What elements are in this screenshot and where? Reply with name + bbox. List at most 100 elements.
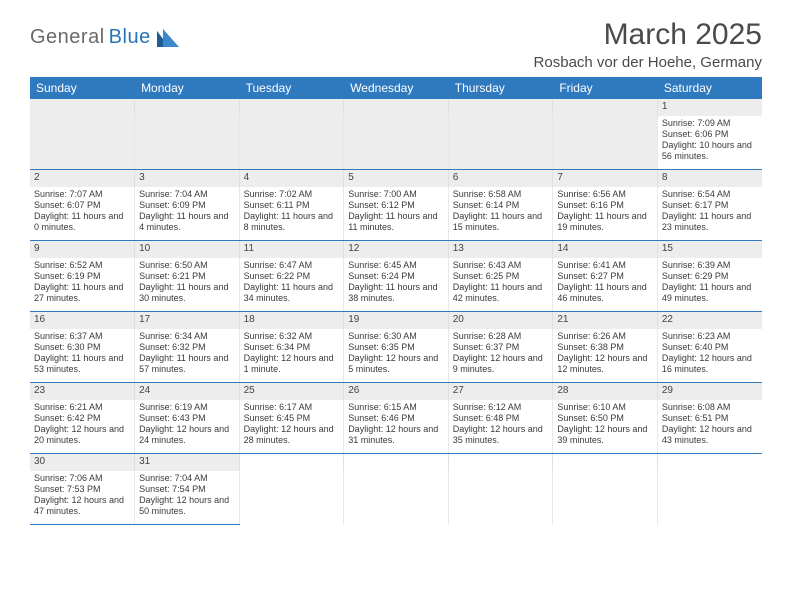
day-detail-cell: Sunrise: 6:37 AMSunset: 6:30 PMDaylight:… bbox=[30, 329, 135, 383]
sunset-text: Sunset: 6:50 PM bbox=[557, 413, 653, 424]
sunset-text: Sunset: 6:06 PM bbox=[662, 129, 758, 140]
day-number-cell: 26 bbox=[344, 383, 449, 400]
daylight-text: Daylight: 11 hours and 23 minutes. bbox=[662, 211, 758, 234]
day-detail-cell bbox=[239, 471, 344, 525]
day-detail-cell: Sunrise: 6:26 AMSunset: 6:38 PMDaylight:… bbox=[553, 329, 658, 383]
sunrise-text: Sunrise: 7:04 AM bbox=[139, 189, 235, 200]
day-number-cell bbox=[135, 99, 240, 116]
day-number-cell bbox=[657, 454, 762, 471]
sunset-text: Sunset: 6:48 PM bbox=[453, 413, 549, 424]
day-number-cell: 19 bbox=[344, 312, 449, 329]
sunrise-text: Sunrise: 6:23 AM bbox=[662, 331, 758, 342]
day-number-cell bbox=[553, 99, 658, 116]
day-number-cell: 23 bbox=[30, 383, 135, 400]
daylight-text: Daylight: 10 hours and 56 minutes. bbox=[662, 140, 758, 163]
day-detail-cell bbox=[448, 116, 553, 170]
logo-text-gray: General bbox=[30, 26, 105, 49]
title-block: March 2025 Rosbach vor der Hoehe, German… bbox=[534, 18, 762, 71]
day-detail-cell: Sunrise: 6:08 AMSunset: 6:51 PMDaylight:… bbox=[657, 400, 762, 454]
sunset-text: Sunset: 7:53 PM bbox=[34, 484, 130, 495]
calendar-table: Sunday Monday Tuesday Wednesday Thursday… bbox=[30, 77, 762, 525]
daylight-text: Daylight: 12 hours and 35 minutes. bbox=[453, 424, 549, 447]
day-number-cell: 29 bbox=[657, 383, 762, 400]
day-header: Tuesday bbox=[239, 77, 344, 99]
day-number-cell bbox=[344, 454, 449, 471]
day-number-cell: 24 bbox=[135, 383, 240, 400]
daylight-text: Daylight: 11 hours and 42 minutes. bbox=[453, 282, 549, 305]
day-number-cell: 9 bbox=[30, 241, 135, 258]
daylight-text: Daylight: 11 hours and 11 minutes. bbox=[348, 211, 444, 234]
day-detail-cell: Sunrise: 6:43 AMSunset: 6:25 PMDaylight:… bbox=[448, 258, 553, 312]
day-number-cell bbox=[239, 99, 344, 116]
day-detail-row: Sunrise: 6:21 AMSunset: 6:42 PMDaylight:… bbox=[30, 400, 762, 454]
day-detail-cell: Sunrise: 6:52 AMSunset: 6:19 PMDaylight:… bbox=[30, 258, 135, 312]
location: Rosbach vor der Hoehe, Germany bbox=[534, 54, 762, 71]
daylight-text: Daylight: 11 hours and 30 minutes. bbox=[139, 282, 235, 305]
sunrise-text: Sunrise: 6:52 AM bbox=[34, 260, 130, 271]
day-number-row: 3031 bbox=[30, 454, 762, 471]
day-number-cell: 6 bbox=[448, 170, 553, 187]
sunrise-text: Sunrise: 7:02 AM bbox=[244, 189, 340, 200]
sunset-text: Sunset: 6:07 PM bbox=[34, 200, 130, 211]
month-title: March 2025 bbox=[534, 18, 762, 52]
day-detail-cell: Sunrise: 6:39 AMSunset: 6:29 PMDaylight:… bbox=[657, 258, 762, 312]
day-detail-row: Sunrise: 7:06 AMSunset: 7:53 PMDaylight:… bbox=[30, 471, 762, 525]
day-detail-row: Sunrise: 6:52 AMSunset: 6:19 PM Daylight:… bbox=[30, 258, 762, 312]
day-detail-cell bbox=[239, 116, 344, 170]
day-detail-cell: Sunrise: 6:23 AMSunset: 6:40 PMDaylight:… bbox=[657, 329, 762, 383]
daylight-text: Daylight: 11 hours and 46 minutes. bbox=[557, 282, 653, 305]
day-number-cell: 13 bbox=[448, 241, 553, 258]
sunrise-text: Sunrise: 7:06 AM bbox=[34, 473, 130, 484]
day-number-row: 1 bbox=[30, 99, 762, 116]
day-detail-cell: Sunrise: 6:21 AMSunset: 6:42 PMDaylight:… bbox=[30, 400, 135, 454]
day-detail-cell: Sunrise: 6:45 AMSunset: 6:24 PMDaylight:… bbox=[344, 258, 449, 312]
sunset-text: Sunset: 6:42 PM bbox=[34, 413, 130, 424]
sunrise-text: Sunrise: 6:56 AM bbox=[557, 189, 653, 200]
daylight-text: Daylight: 11 hours and 8 minutes. bbox=[244, 211, 340, 234]
sunset-text: Sunset: 6:35 PM bbox=[348, 342, 444, 353]
sunrise-text: Sunrise: 6:21 AM bbox=[34, 402, 130, 413]
sunset-text: Sunset: 6:14 PM bbox=[453, 200, 549, 211]
day-number-cell: 5 bbox=[344, 170, 449, 187]
day-detail-cell bbox=[344, 471, 449, 525]
sunset-text: Sunset: 6:19 PM bbox=[34, 271, 130, 282]
day-header-row: Sunday Monday Tuesday Wednesday Thursday… bbox=[30, 77, 762, 99]
daylight-text: Daylight: 12 hours and 9 minutes. bbox=[453, 353, 549, 376]
day-number-cell bbox=[30, 99, 135, 116]
daylight-text: Daylight: 12 hours and 20 minutes. bbox=[34, 424, 130, 447]
day-detail-cell: Sunrise: 6:54 AMSunset: 6:17 PMDaylight:… bbox=[657, 187, 762, 241]
day-detail-cell bbox=[30, 116, 135, 170]
daylight-text: Daylight: 12 hours and 12 minutes. bbox=[557, 353, 653, 376]
sunrise-text: Sunrise: 6:47 AM bbox=[244, 260, 340, 271]
day-number-cell bbox=[344, 99, 449, 116]
day-detail-cell: Sunrise: 6:19 AMSunset: 6:43 PMDaylight:… bbox=[135, 400, 240, 454]
sunset-text: Sunset: 6:40 PM bbox=[662, 342, 758, 353]
day-detail-cell: Sunrise: 6:30 AMSunset: 6:35 PMDaylight:… bbox=[344, 329, 449, 383]
day-detail-cell: Sunrise: 6:58 AMSunset: 6:14 PMDaylight:… bbox=[448, 187, 553, 241]
sunrise-text: Sunrise: 6:43 AM bbox=[453, 260, 549, 271]
sunset-text: Sunset: 6:25 PM bbox=[453, 271, 549, 282]
sunset-text: Sunset: 7:54 PM bbox=[139, 484, 235, 495]
day-detail-cell: Sunrise: 6:47 AMSunset: 6:22 PMDaylight:… bbox=[239, 258, 344, 312]
day-detail-cell: Sunrise: 6:15 AMSunset: 6:46 PMDaylight:… bbox=[344, 400, 449, 454]
sunset-text: Sunset: 6:09 PM bbox=[139, 200, 235, 211]
daylight-text: Daylight: 12 hours and 31 minutes. bbox=[348, 424, 444, 447]
sunrise-text: Sunrise: 6:32 AM bbox=[244, 331, 340, 342]
day-header: Friday bbox=[553, 77, 658, 99]
day-header: Sunday bbox=[30, 77, 135, 99]
daylight-text: Daylight: 11 hours and 19 minutes. bbox=[557, 211, 653, 234]
day-number-cell: 28 bbox=[553, 383, 658, 400]
sunrise-text: Sunrise: 6:34 AM bbox=[139, 331, 235, 342]
day-detail-cell: Sunrise: 7:06 AMSunset: 7:53 PMDaylight:… bbox=[30, 471, 135, 525]
sunset-text: Sunset: 6:17 PM bbox=[662, 200, 758, 211]
day-number-cell: 20 bbox=[448, 312, 553, 329]
day-detail-cell: Sunrise: 6:17 AMSunset: 6:45 PMDaylight:… bbox=[239, 400, 344, 454]
day-number-row: 9101112131415 bbox=[30, 241, 762, 258]
day-detail-cell bbox=[657, 471, 762, 525]
daylight-text: Daylight: 12 hours and 39 minutes. bbox=[557, 424, 653, 447]
day-number-cell bbox=[448, 454, 553, 471]
day-number-cell: 8 bbox=[657, 170, 762, 187]
day-number-cell: 27 bbox=[448, 383, 553, 400]
day-detail-cell: Sunrise: 7:04 AMSunset: 7:54 PMDaylight:… bbox=[135, 471, 240, 525]
day-number-cell bbox=[553, 454, 658, 471]
